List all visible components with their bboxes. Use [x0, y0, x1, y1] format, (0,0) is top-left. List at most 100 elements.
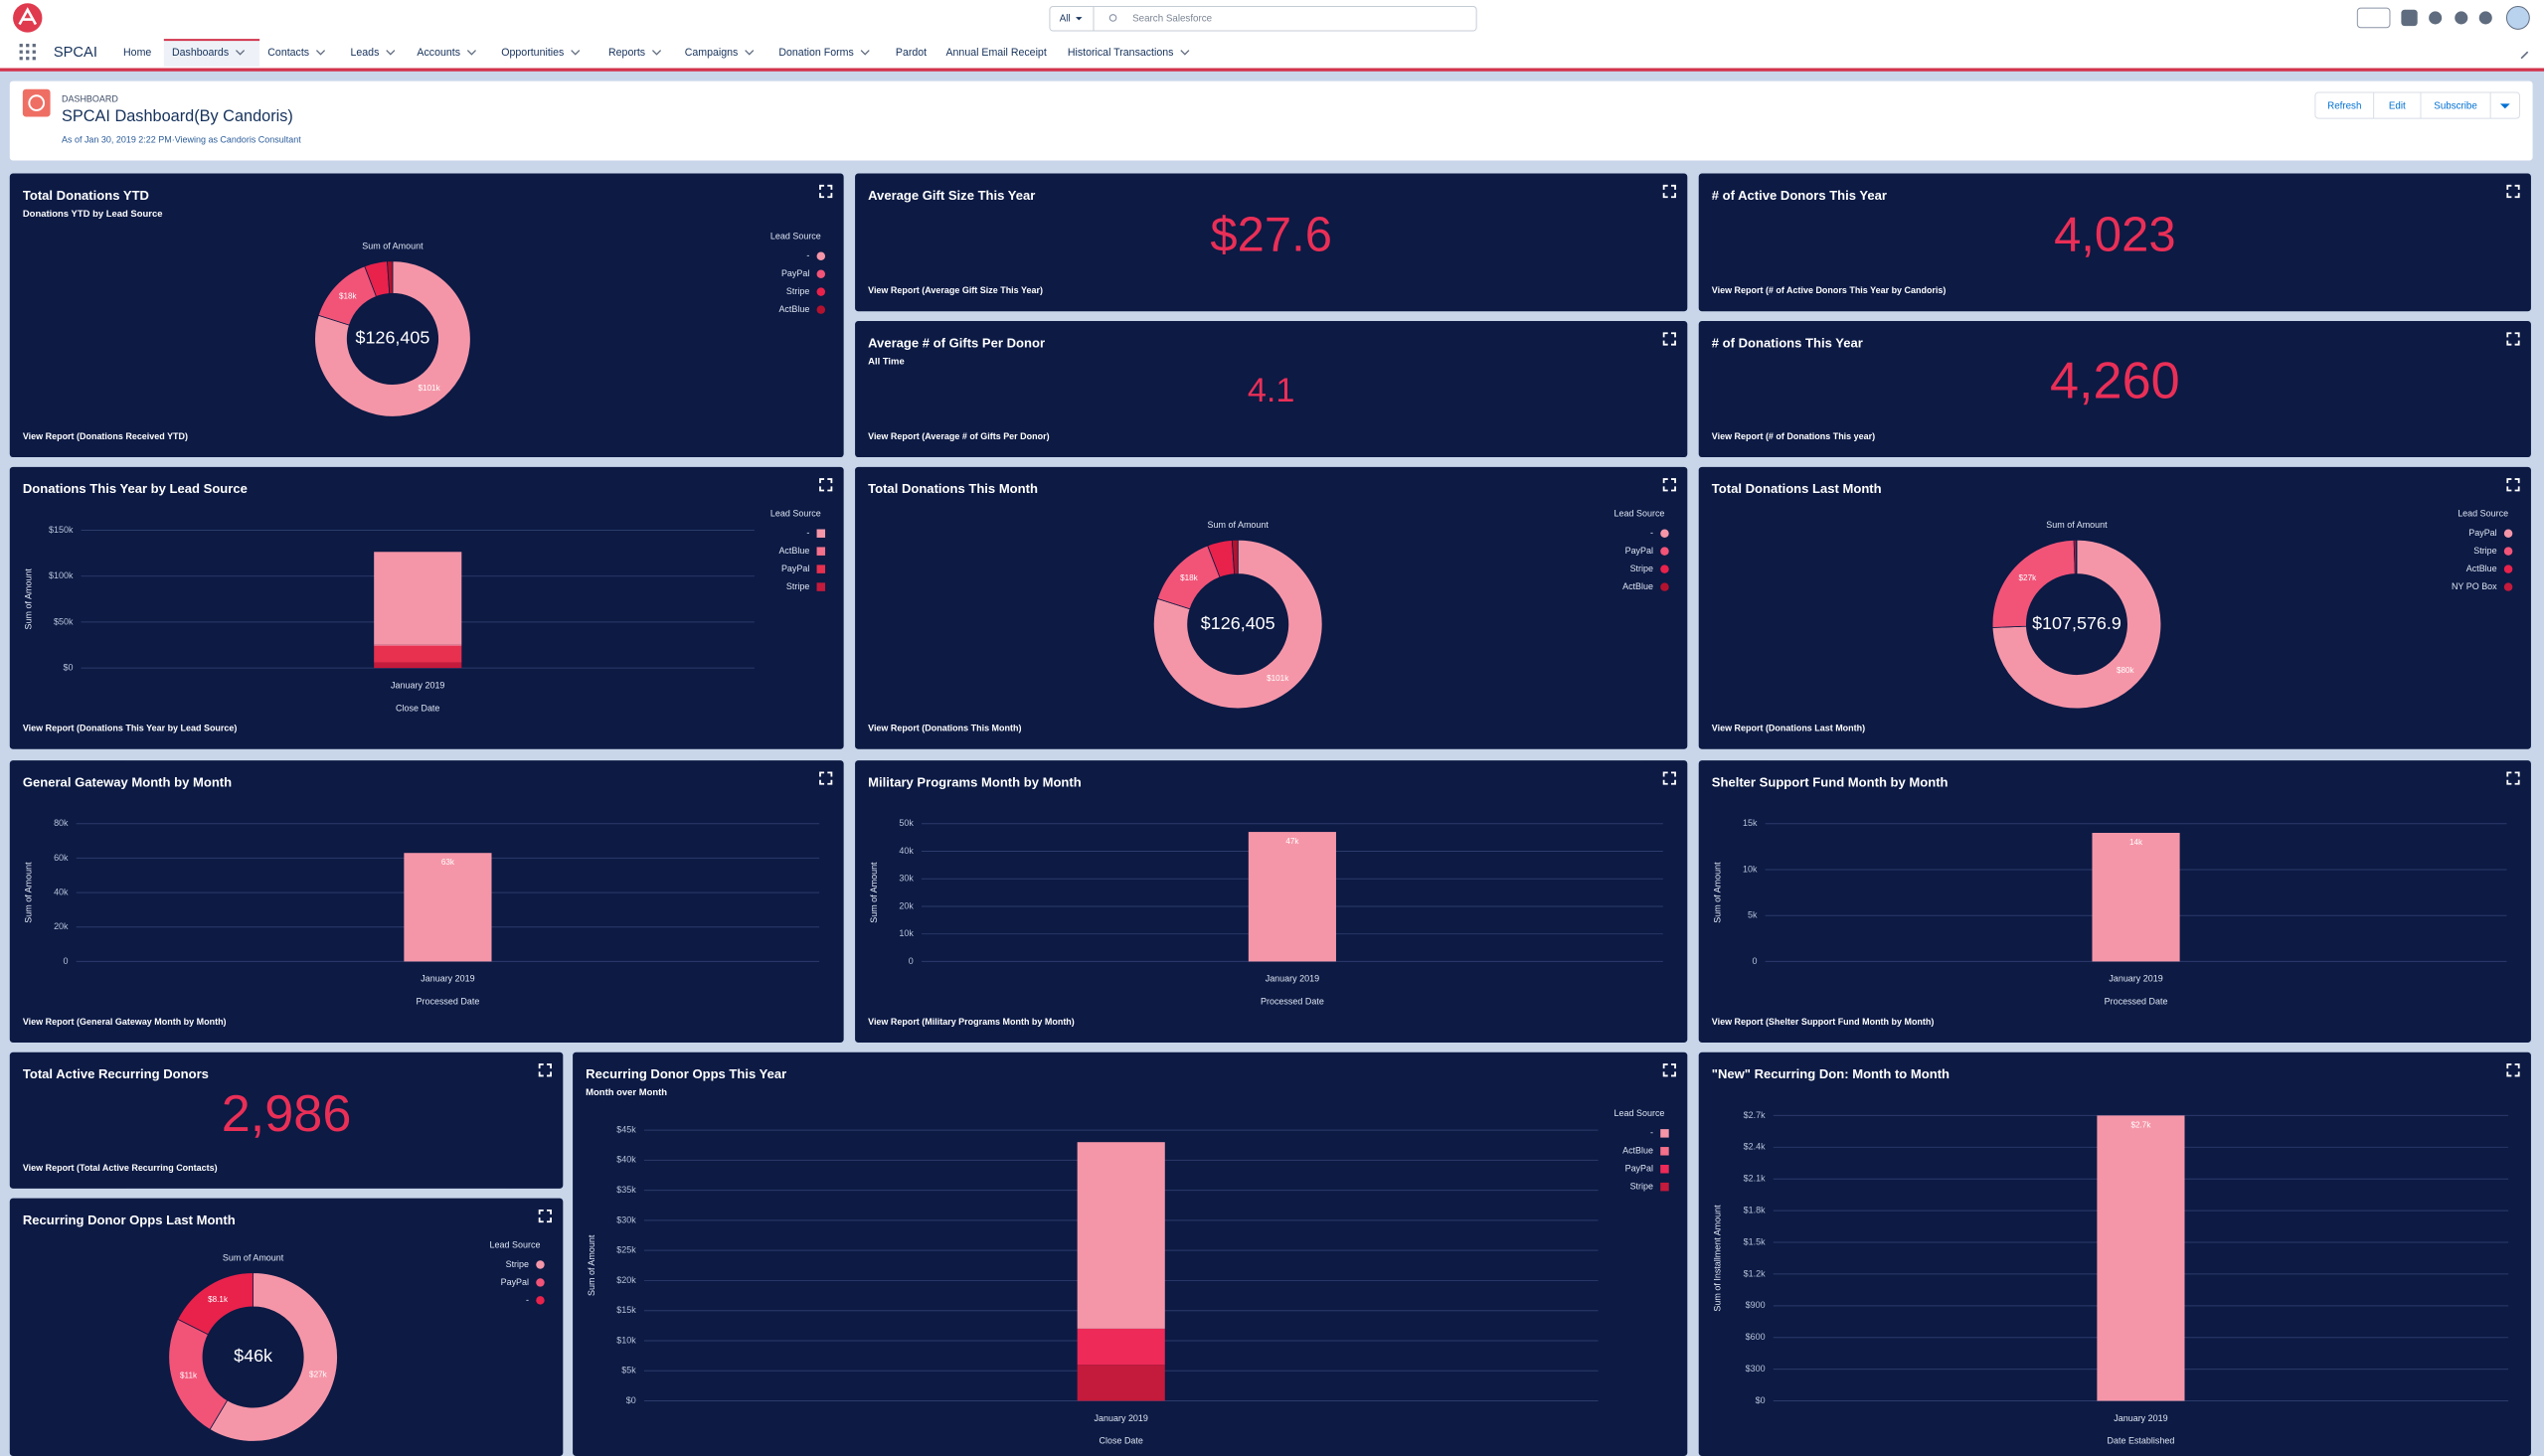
nav-chevron[interactable]: [651, 50, 662, 56]
donut-caption: Sum of Amount: [2046, 520, 2108, 530]
nav-item[interactable]: Campaigns: [685, 47, 739, 59]
legend-label: PayPal: [1625, 1164, 1653, 1174]
y-tick-label: 60k: [54, 853, 69, 863]
nav-chevron[interactable]: [1180, 50, 1190, 56]
nav-chevron[interactable]: [386, 50, 396, 56]
expand-icon[interactable]: [2506, 771, 2520, 785]
notifications-button[interactable]: [2478, 11, 2492, 25]
nav-item[interactable]: Historical Transactions: [1068, 47, 1174, 59]
nav-item[interactable]: Dashboards: [172, 47, 229, 59]
nav-item[interactable]: Home: [123, 47, 151, 59]
y-tick-label: $50k: [54, 616, 74, 626]
expand-icon[interactable]: [2506, 1063, 2520, 1077]
help-button[interactable]: [2429, 11, 2443, 25]
y-tick-label: 5k: [1748, 910, 1758, 920]
expand-icon[interactable]: [538, 1063, 552, 1077]
view-report-link[interactable]: View Report (Donations This Month): [868, 724, 1021, 733]
y-tick-label: 10k: [1743, 864, 1758, 874]
nav-item[interactable]: Reports: [608, 47, 645, 59]
view-report-link[interactable]: View Report (Military Programs Month by …: [868, 1017, 1075, 1027]
org-logo[interactable]: [13, 3, 43, 33]
add-button[interactable]: [2401, 9, 2418, 27]
widget-title: # of Donations This Year: [1712, 335, 1863, 350]
y-tick-label: 20k: [54, 921, 69, 931]
view-report-link[interactable]: View Report (Average # of Gifts Per Dono…: [868, 431, 1049, 441]
expand-icon[interactable]: [1662, 771, 1676, 785]
legend-marker: [816, 305, 826, 314]
expand-icon[interactable]: [819, 771, 833, 785]
nav-chevron[interactable]: [466, 50, 476, 56]
donut-caption: Sum of Amount: [1208, 520, 1270, 530]
subscribe-button[interactable]: Subscribe: [2434, 100, 2477, 111]
nav-item[interactable]: Contacts: [267, 47, 309, 59]
nav-chevron[interactable]: [571, 50, 581, 56]
y-tick-label: $0: [626, 1395, 636, 1405]
bar-value-label: $2.7k: [2130, 1120, 2151, 1129]
nav-item[interactable]: Pardot: [896, 47, 927, 59]
nav-item[interactable]: Donation Forms: [778, 47, 853, 59]
expand-icon[interactable]: [1662, 332, 1676, 346]
view-report-link[interactable]: View Report (Donations Received YTD): [23, 431, 188, 441]
nav-chevron[interactable]: [236, 50, 246, 56]
legend-label: ActBlue: [2466, 564, 2497, 573]
donut-slice: [1231, 539, 1239, 575]
expand-icon[interactable]: [1662, 184, 1676, 199]
favorites-button[interactable]: [2356, 7, 2391, 29]
legend-label: Stripe: [506, 1259, 529, 1269]
y-tick-label: $1.8k: [1744, 1205, 1766, 1214]
search-placeholder[interactable]: Search Salesforce: [1132, 13, 1212, 24]
legend-marker: [1660, 1165, 1669, 1174]
view-report-link[interactable]: View Report (Average Gift Size This Year…: [868, 285, 1043, 295]
bar-segment: [2097, 1115, 2185, 1401]
metric-value: 4,260: [2050, 352, 2180, 409]
y-tick-label: $2.1k: [1744, 1174, 1766, 1184]
nav-item[interactable]: Opportunities: [501, 47, 564, 59]
expand-icon[interactable]: [2506, 184, 2520, 199]
refresh-button[interactable]: Refresh: [2327, 100, 2361, 111]
nav-chevron[interactable]: [860, 50, 870, 56]
nav-chevron[interactable]: [315, 50, 326, 56]
expand-icon[interactable]: [819, 478, 833, 492]
setup-button[interactable]: [2455, 11, 2468, 25]
view-report-link[interactable]: View Report (# of Active Donors This Yea…: [1712, 285, 1947, 295]
expand-icon[interactable]: [2506, 478, 2520, 492]
y-tick-label: $900: [1746, 1300, 1766, 1310]
user-avatar[interactable]: [2505, 6, 2530, 30]
app-launcher[interactable]: [19, 44, 36, 61]
search-box[interactable]: [1049, 6, 1477, 32]
view-report-link[interactable]: View Report (General Gateway Month by Mo…: [23, 1017, 227, 1027]
donut-slice: [314, 260, 471, 417]
legend-title: Lead Source: [1614, 1108, 1665, 1118]
nav-chevron[interactable]: [745, 50, 755, 56]
edit-button[interactable]: Edit: [2389, 100, 2406, 111]
nav-item[interactable]: Leads: [351, 47, 380, 59]
y-tick-label: 30k: [899, 874, 914, 884]
nav-item[interactable]: Annual Email Receipt: [945, 47, 1046, 59]
y-tick-label: $15k: [616, 1305, 636, 1315]
y-tick-label: $5k: [621, 1366, 636, 1375]
bar-segment: [374, 645, 462, 663]
edit-nav-icon[interactable]: [2520, 51, 2529, 60]
bar-segment: [1077, 1365, 1165, 1401]
expand-icon[interactable]: [538, 1209, 552, 1223]
y-tick-label: 40k: [899, 846, 914, 856]
view-report-link[interactable]: View Report (Donations Last Month): [1712, 724, 1865, 733]
view-report-link[interactable]: View Report (# of Donations This year): [1712, 431, 1875, 441]
bar-segment: [1248, 832, 1336, 962]
expand-icon[interactable]: [2506, 332, 2520, 346]
search-scope[interactable]: All: [1060, 13, 1071, 24]
active-tab-indicator: [163, 39, 260, 42]
nav-item[interactable]: Accounts: [417, 47, 460, 59]
expand-icon[interactable]: [1662, 478, 1676, 492]
legend-marker: [536, 1278, 545, 1287]
expand-icon[interactable]: [1662, 1063, 1676, 1077]
view-report-link[interactable]: View Report (Shelter Support Fund Month …: [1712, 1017, 1935, 1027]
expand-icon[interactable]: [819, 184, 833, 199]
y-tick-label: 80k: [54, 818, 69, 828]
view-report-link[interactable]: View Report (Total Active Recurring Cont…: [23, 1163, 218, 1173]
view-report-link[interactable]: View Report (Donations This Year by Lead…: [23, 724, 238, 733]
widget-title: General Gateway Month by Month: [23, 774, 232, 789]
y-tick-label: $30k: [616, 1214, 636, 1224]
more-actions-button[interactable]: [2499, 103, 2510, 109]
donut-center-value: $46k: [234, 1346, 272, 1366]
